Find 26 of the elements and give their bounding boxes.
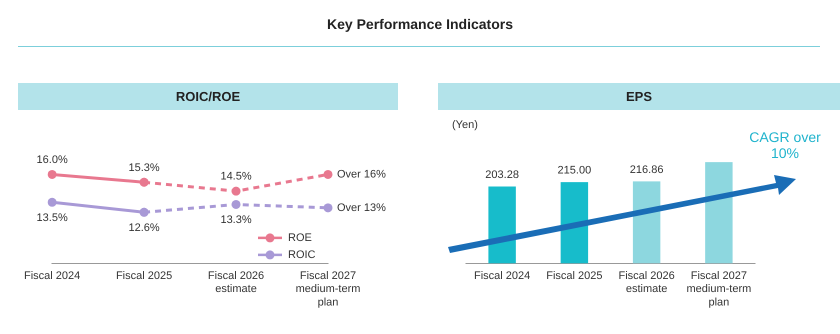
- chart-title: EPS: [438, 83, 840, 110]
- data-label: 216.86: [630, 164, 664, 176]
- y-axis-title: (Yen): [452, 119, 478, 131]
- x-tick-label: Fiscal 2026 estimate: [208, 270, 264, 296]
- x-tick-label: Fiscal 2026 estimate: [618, 270, 675, 296]
- x-tick-label: Fiscal 2024: [474, 270, 530, 282]
- data-label: Over 16%: [337, 168, 386, 180]
- data-label: 16.0%: [36, 154, 68, 166]
- data-label: Over 13%: [337, 202, 386, 214]
- data-label: 13.3%: [220, 214, 252, 226]
- x-tick-label: Fiscal 2025: [116, 270, 172, 282]
- legend-label: ROE: [288, 232, 312, 244]
- legend-label: ROIC: [288, 248, 316, 261]
- x-tick-label: Fiscal 2025: [546, 270, 603, 282]
- data-label: 14.5%: [220, 170, 252, 183]
- x-tick-label: Fiscal 2024: [24, 270, 80, 282]
- text: CAGR over 10%: [748, 129, 822, 161]
- data-label: 12.6%: [128, 222, 160, 234]
- x-tick-label: Fiscal 2027 medium-term plan: [296, 270, 360, 308]
- data-label: 203.28: [485, 169, 519, 182]
- chart-title: ROIC/ROE: [18, 83, 398, 110]
- x-tick-label: Fiscal 2027 medium-term plan: [686, 270, 752, 308]
- text: Key Performance Indicators: [326, 16, 514, 32]
- data-label: 13.5%: [36, 212, 68, 224]
- data-label: 15.3%: [128, 162, 160, 174]
- data-label: 215.00: [558, 164, 592, 177]
